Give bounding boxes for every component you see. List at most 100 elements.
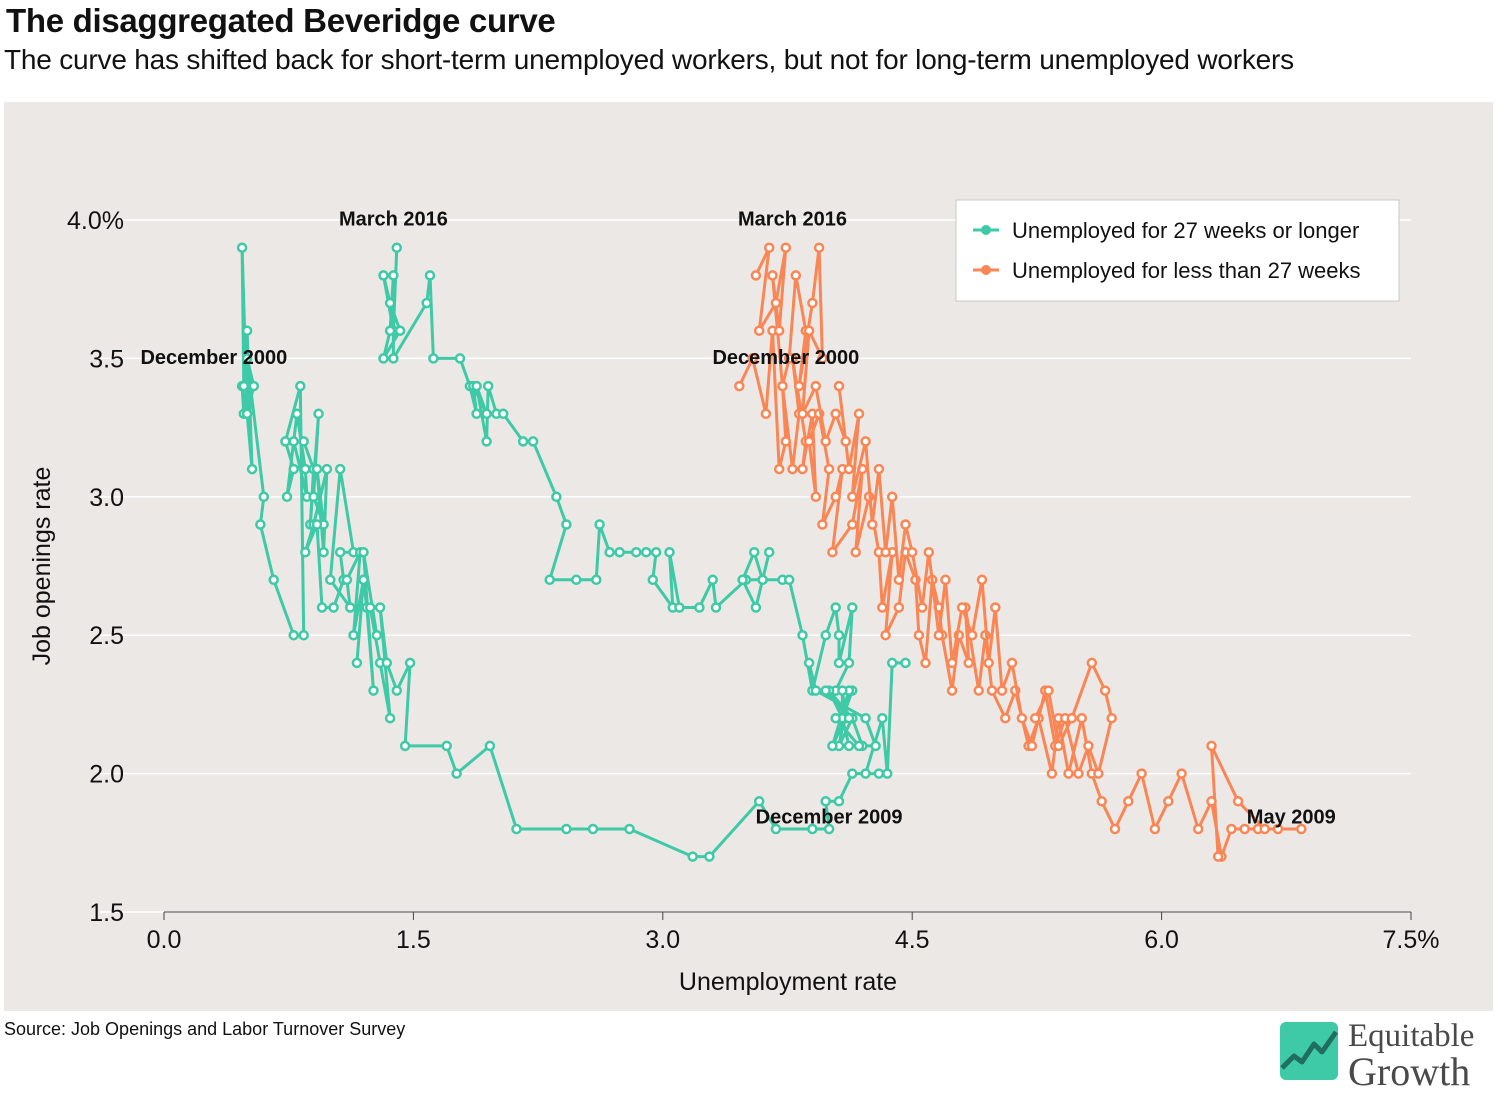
data-point — [763, 546, 775, 558]
data-point — [946, 657, 958, 669]
data-point — [1176, 768, 1187, 779]
data-point — [893, 602, 905, 613]
axes: 1.5 2.0 2.5 3.0 3.5 4.0% 0.0 1.5 3.0 4.5 6.0 7.5% — [67, 207, 1439, 954]
data-point — [773, 463, 785, 475]
data-point — [753, 325, 765, 336]
data-point — [424, 270, 436, 281]
annotation-label: December 2009 — [756, 806, 903, 828]
data-point — [388, 270, 399, 281]
data-point — [325, 574, 336, 586]
data-point — [803, 436, 815, 447]
data-point — [760, 408, 772, 420]
data-point — [797, 463, 808, 475]
series-line — [754, 246, 1114, 776]
data-point — [750, 602, 762, 613]
data-point — [241, 353, 253, 364]
data-point — [280, 436, 291, 447]
data-point — [1232, 796, 1244, 807]
data-point — [295, 380, 306, 392]
data-point — [594, 519, 605, 530]
data-point — [1106, 712, 1117, 724]
data-point — [900, 657, 911, 669]
annotation-label: March 2016 — [738, 209, 847, 231]
data-point — [1123, 796, 1134, 807]
data-point — [882, 768, 893, 779]
y-tick-label: 1.5 — [89, 899, 124, 927]
data-point — [880, 629, 891, 641]
data-point — [867, 519, 878, 530]
data-point — [300, 463, 311, 475]
data-point — [737, 574, 748, 586]
data-point — [481, 408, 492, 420]
data-point — [561, 519, 572, 530]
data-point — [750, 270, 762, 281]
y-axis-label: Job openings rate — [28, 467, 56, 666]
annotation-label: December 2000 — [140, 347, 287, 369]
data-point — [1083, 740, 1094, 752]
data-point — [833, 796, 845, 807]
data-point — [1099, 685, 1111, 696]
data-point — [1163, 796, 1174, 807]
legend-label-long-term: Unemployed for 27 weeks or longer — [1012, 218, 1359, 243]
data-point — [1109, 823, 1121, 835]
data-point — [1192, 823, 1204, 835]
data-point — [963, 657, 974, 669]
data-point — [647, 574, 659, 586]
data-point — [298, 629, 309, 641]
data-point — [710, 602, 722, 613]
data-point — [833, 380, 845, 392]
x-tick-label: 3.0 — [645, 926, 680, 954]
data-point — [368, 685, 379, 696]
data-point — [748, 546, 760, 558]
annotations: March 2016 December 2000 March 2016 Decembe… — [140, 209, 1335, 829]
data-point — [258, 491, 270, 503]
data-point — [291, 408, 303, 420]
data-point — [484, 740, 496, 752]
data-point — [378, 353, 389, 364]
data-point — [604, 546, 615, 558]
data-point — [807, 823, 818, 835]
data-point — [384, 712, 396, 724]
y-tick-label: 2.0 — [89, 761, 124, 789]
series-0 — [236, 242, 911, 862]
data-point — [441, 740, 452, 752]
chart-subtitle: The curve has shifted back for short-ter… — [4, 44, 1294, 75]
data-point — [1066, 712, 1078, 724]
data-point — [1296, 823, 1307, 835]
data-point — [886, 657, 898, 669]
data-point — [763, 242, 775, 253]
data-point — [674, 602, 685, 613]
legend-marker-long-term — [981, 225, 991, 235]
data-point — [946, 685, 958, 696]
data-point — [471, 408, 482, 420]
data-point — [877, 602, 888, 613]
data-point — [1096, 796, 1107, 807]
data-point — [378, 270, 389, 281]
series-1 — [378, 242, 881, 752]
data-point — [384, 325, 396, 336]
data-point — [358, 574, 369, 586]
data-point — [1063, 768, 1074, 779]
x-tick-label: 1.5 — [396, 926, 431, 954]
annotation-label: March 2016 — [339, 209, 448, 231]
data-point — [351, 657, 363, 669]
legend-label-short-term: Unemployed for less than 27 weeks — [1012, 258, 1361, 283]
data-point — [236, 242, 248, 253]
data-point — [783, 574, 795, 586]
data-point — [940, 574, 951, 586]
data-point — [797, 629, 808, 641]
data-point — [308, 491, 319, 503]
data-point — [1046, 768, 1058, 779]
data-point — [344, 602, 356, 613]
data-point — [777, 380, 788, 392]
data-point — [823, 463, 835, 475]
data-point — [624, 823, 635, 835]
chart-title: The disaggregated Beveridge curve — [6, 2, 556, 39]
data-point — [810, 685, 822, 696]
data-point — [797, 408, 808, 420]
data-point — [787, 463, 798, 475]
data-point — [707, 574, 718, 586]
data-point — [893, 574, 905, 586]
data-point — [773, 325, 785, 336]
data-point — [820, 629, 831, 641]
